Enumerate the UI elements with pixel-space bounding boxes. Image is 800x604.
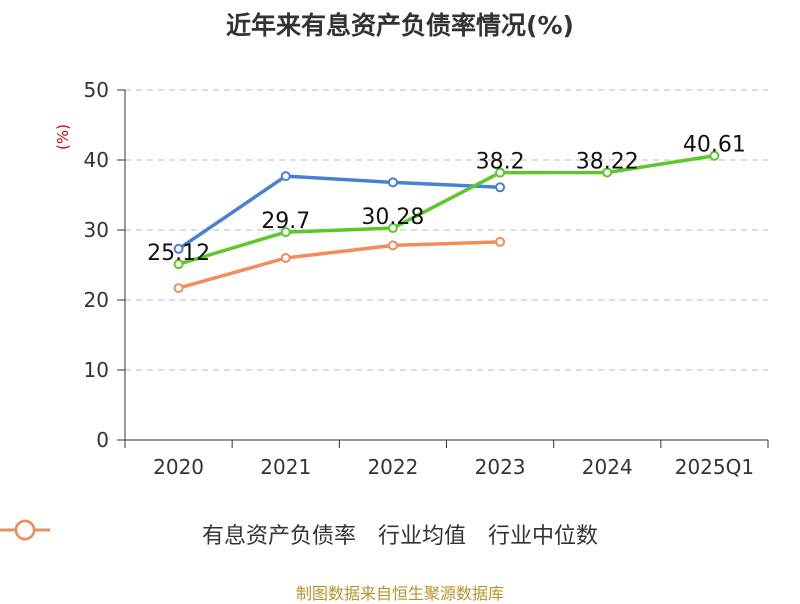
x-tick-label: 2023 (475, 455, 526, 479)
x-tick-label: 2024 (582, 455, 633, 479)
x-tick-label: 2020 (153, 455, 204, 479)
data-label: 30.28 (361, 205, 424, 230)
x-tick-label: 2025Q1 (675, 455, 754, 479)
data-point (280, 253, 291, 263)
data-point (387, 177, 398, 188)
legend-marker-icon (0, 519, 50, 541)
data-point (280, 227, 291, 238)
y-tick-label: 20 (84, 288, 109, 312)
data-point (387, 240, 398, 251)
data-label: 25.12 (147, 241, 210, 266)
data-point (495, 182, 506, 193)
data-point (709, 150, 720, 161)
data-point (495, 236, 506, 247)
x-tick-label: 2022 (367, 455, 418, 479)
legend-item: 行业均值 (0, 518, 466, 550)
legend-item: 有息资产负债率 (0, 518, 356, 550)
legend: 有息资产负债率 行业均值 行业中位数 (0, 518, 800, 550)
series-line (176, 174, 502, 251)
data-point (173, 259, 184, 270)
data-point (173, 283, 184, 294)
y-tick-label: 50 (84, 78, 109, 102)
x-tick-label: 2021 (260, 455, 311, 479)
data-point (495, 167, 506, 178)
legend-item: 行业中位数 (0, 518, 599, 550)
data-label: 38.2 (476, 150, 525, 175)
chart-title: 近年来有息资产负债率情况(%) (226, 11, 574, 40)
data-point (602, 167, 613, 178)
y-tick-label: 40 (84, 148, 109, 172)
data-point (173, 243, 184, 254)
series-line (176, 240, 502, 290)
y-tick-label: 30 (84, 218, 109, 242)
legend-label: 行业中位数 (488, 524, 599, 549)
data-point (387, 223, 398, 234)
data-point (280, 171, 291, 182)
y-tick-label: 0 (96, 428, 109, 452)
data-label: 40.61 (683, 133, 746, 158)
series-line (176, 153, 717, 266)
legend-label: 有息资产负债率 (201, 524, 356, 549)
data-label: 29.7 (261, 209, 310, 234)
y-tick-label: 10 (84, 358, 109, 382)
source-note: 制图数据来自恒生聚源数据库 (295, 584, 504, 603)
legend-label: 行业均值 (377, 524, 466, 549)
data-label: 38.22 (576, 149, 639, 174)
